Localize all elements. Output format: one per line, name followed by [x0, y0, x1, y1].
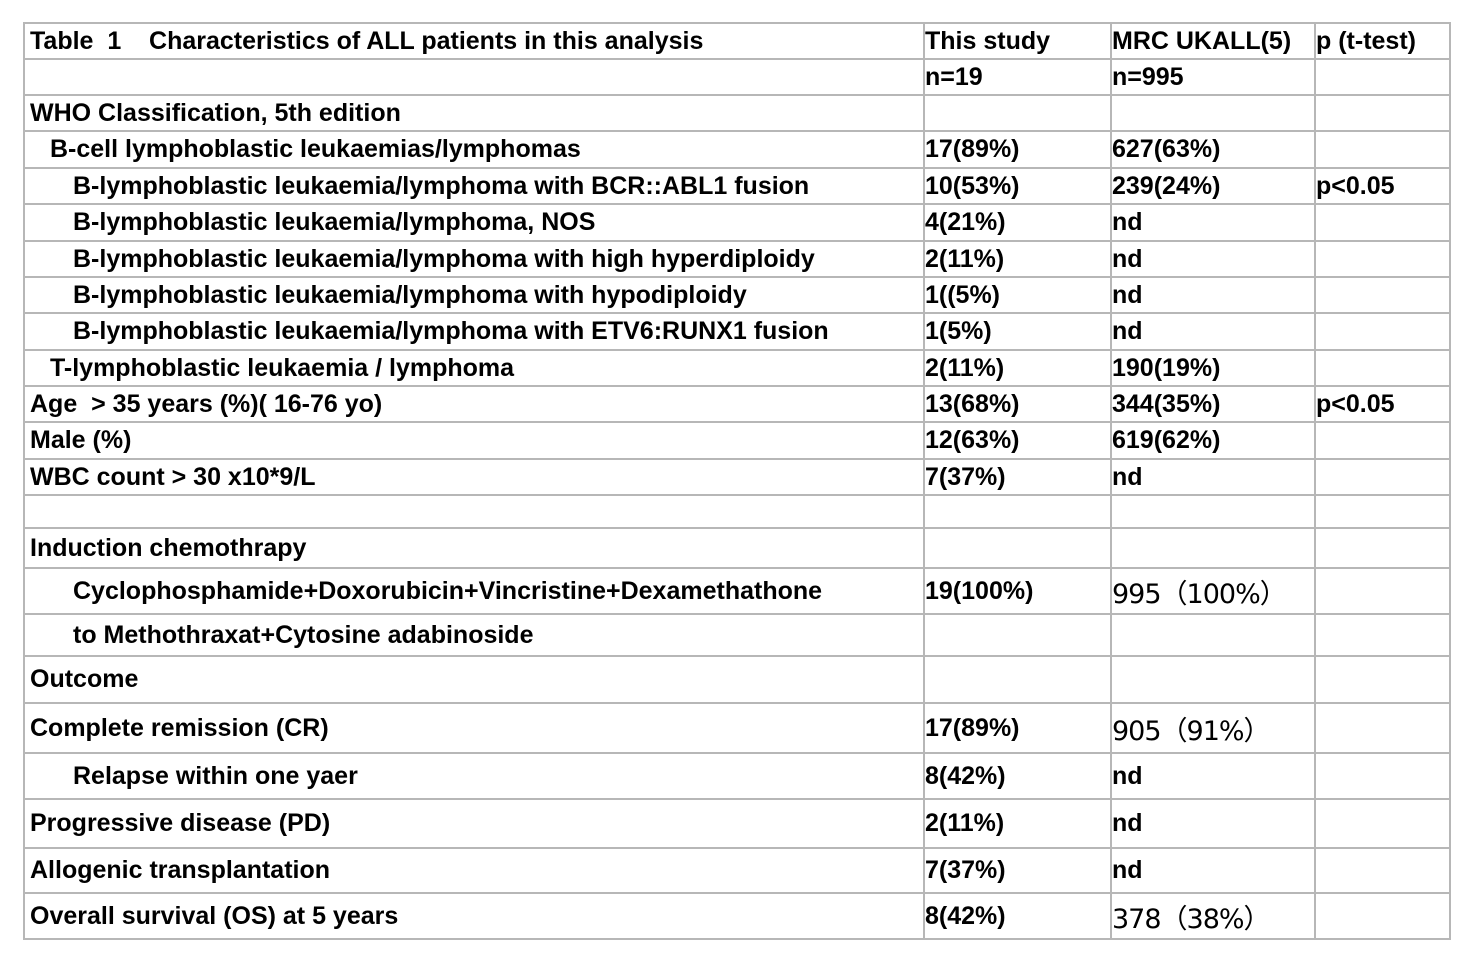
value-this-study: 2(11%) — [925, 353, 1005, 382]
value-this-study: 10(53%) — [925, 171, 1020, 200]
table-row: Age > 35 years (%)( 16-76 yo) 13(68%) 344(… — [23, 385, 1451, 423]
row-label: Progressive disease (PD) — [30, 809, 331, 837]
table-row: B-lymphoblastic leukaemia/lymphoma with … — [23, 167, 1451, 205]
value-p-ttest: p<0.05 — [1316, 389, 1395, 418]
value-mrc-ukall: nd — [1112, 280, 1143, 309]
n-mrc-ukall: n=995 — [1112, 62, 1184, 91]
row-label: B-lymphoblastic leukaemia/lymphoma, NOS — [73, 208, 596, 236]
row-label: B-lymphoblastic leukaemia/lymphoma with … — [73, 171, 810, 200]
table-row: Complete remission (CR) 17(89%) 905（91%） — [23, 702, 1451, 754]
row-label: B-cell lymphoblastic leukaemias/lymphoma… — [50, 135, 581, 163]
value-this-study: 1((5%) — [925, 280, 1001, 309]
row-label: Male (%) — [30, 426, 132, 454]
row-label: Outcome — [30, 665, 139, 693]
table-row: B-lymphoblastic leukaemia/lymphoma with … — [23, 312, 1451, 351]
table-row: B-lymphoblastic leukaemia/lymphoma with … — [23, 240, 1451, 278]
table-row: B-cell lymphoblastic leukaemias/lymphoma… — [23, 130, 1451, 169]
row-label: Cyclophosphamide+Doxorubicin+Vincristine… — [73, 576, 823, 605]
value-mrc-ukall: nd — [1112, 761, 1143, 790]
value-mrc-ukall: 905（91%） — [1112, 715, 1271, 747]
row-label: WHO Classification, 5th edition — [30, 98, 401, 127]
row-label: to Methothraxat+Cytosine adabinoside — [73, 620, 534, 649]
value-mrc-ukall: 344(35%) — [1112, 389, 1221, 418]
table-row: Induction chemothrapy — [23, 527, 1451, 569]
value-mrc-ukall: nd — [1112, 809, 1143, 837]
table-row: Outcome — [23, 655, 1451, 704]
value-this-study: 19(100%) — [925, 576, 1034, 605]
row-label: Allogenic transplantation — [30, 856, 331, 884]
table-row: WHO Classification, 5th edition — [23, 94, 1451, 132]
value-mrc-ukall: 239(24%) — [1112, 171, 1221, 200]
table-row: to Methothraxat+Cytosine adabinoside — [23, 613, 1451, 657]
value-mrc-ukall: 378（38%） — [1112, 903, 1271, 935]
col-header-this-study: This study — [925, 26, 1051, 55]
row-label: Age > 35 years (%)( 16-76 yo) — [30, 389, 383, 418]
row-label: B-lymphoblastic leukaemia/lymphoma with … — [73, 280, 747, 309]
table-row: WBC count > 30 x10*9/L 7(37%) nd — [23, 458, 1451, 496]
table-row: Allogenic transplantation 7(37%) nd — [23, 847, 1451, 894]
table-row: B-lymphoblastic leukaemia/lymphoma with … — [23, 276, 1451, 314]
table-row: Male (%) 12(63%) 619(62%) — [23, 421, 1451, 460]
row-label: Relapse within one yaer — [73, 761, 358, 790]
value-mrc-ukall: 627(63%) — [1112, 135, 1221, 163]
table-row: Cyclophosphamide+Doxorubicin+Vincristine… — [23, 567, 1451, 615]
value-p-ttest: p<0.05 — [1316, 171, 1395, 200]
table-row: Progressive disease (PD) 2(11%) nd — [23, 798, 1451, 849]
value-this-study: 8(42%) — [925, 761, 1006, 790]
table-row: Overall survival (OS) at 5 years 8(42%) 37… — [23, 892, 1451, 940]
table-row: B-lymphoblastic leukaemia/lymphoma, NOS 4… — [23, 203, 1451, 242]
value-mrc-ukall: nd — [1112, 856, 1143, 884]
row-label: B-lymphoblastic leukaemia/lymphoma with … — [73, 317, 829, 345]
value-this-study: 17(89%) — [925, 713, 1020, 742]
row-label: B-lymphoblastic leukaemia/lymphoma with … — [73, 244, 815, 273]
col-header-p-ttest: p (t-test) — [1316, 26, 1416, 55]
table-title: Table 1 Characteristics of ALL patients … — [30, 26, 704, 55]
characteristics-table: Table 1 Characteristics of ALL patients … — [23, 22, 1451, 940]
row-label: Complete remission (CR) — [30, 713, 329, 742]
value-mrc-ukall: 995（100%） — [1112, 578, 1287, 610]
row-label: T-lymphoblastic leukaemia / lymphoma — [50, 353, 515, 382]
n-this-study: n=19 — [925, 62, 983, 91]
value-this-study: 13(68%) — [925, 389, 1020, 418]
value-this-study: 2(11%) — [925, 244, 1005, 273]
value-this-study: 8(42%) — [925, 901, 1006, 930]
value-mrc-ukall: 619(62%) — [1112, 426, 1221, 454]
value-mrc-ukall: nd — [1112, 317, 1143, 345]
value-mrc-ukall: nd — [1112, 208, 1143, 236]
table-row: Relapse within one yaer 8(42%) nd — [23, 752, 1451, 800]
col-header-mrc-ukall: MRC UKALL(5) — [1112, 26, 1292, 55]
value-this-study: 2(11%) — [925, 809, 1005, 837]
row-label: Overall survival (OS) at 5 years — [30, 901, 399, 930]
value-this-study: 12(63%) — [925, 426, 1020, 454]
row-label: Induction chemothrapy — [30, 533, 307, 562]
row-label: WBC count > 30 x10*9/L — [30, 462, 316, 491]
subheader-row: n=19 n=995 — [23, 58, 1451, 96]
value-this-study: 7(37%) — [925, 462, 1006, 491]
value-this-study: 17(89%) — [925, 135, 1020, 163]
value-mrc-ukall: nd — [1112, 244, 1143, 273]
value-this-study: 4(21%) — [925, 208, 1006, 236]
value-mrc-ukall: nd — [1112, 462, 1143, 491]
header-row: Table 1 Characteristics of ALL patients … — [23, 22, 1451, 60]
value-mrc-ukall: 190(19%) — [1112, 353, 1221, 382]
value-this-study: 7(37%) — [925, 856, 1006, 884]
table-row — [23, 494, 1451, 529]
value-this-study: 1(5%) — [925, 317, 992, 345]
table-row: T-lymphoblastic leukaemia / lymphoma 2(11… — [23, 349, 1451, 387]
table-body: Table 1 Characteristics of ALL patients … — [23, 22, 1451, 940]
